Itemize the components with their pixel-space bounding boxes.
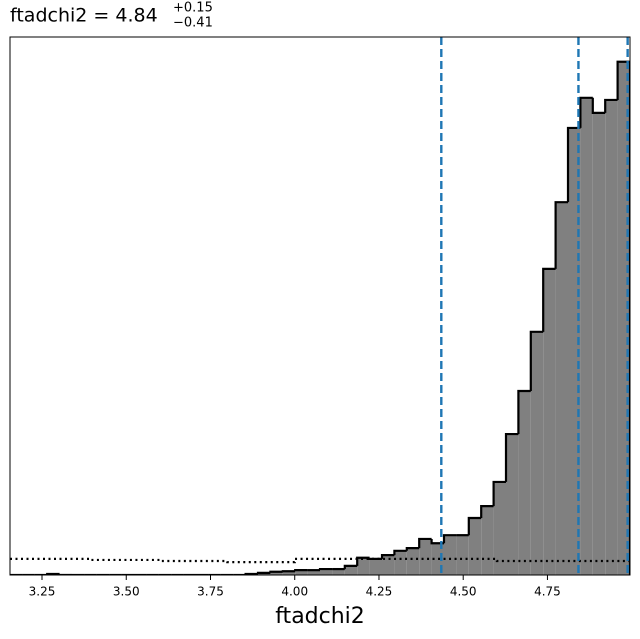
histogram-outline — [294, 569, 308, 572]
histogram-bar — [605, 99, 618, 575]
histogram-bar — [295, 570, 308, 575]
histogram-bar — [419, 538, 432, 575]
histogram-outline — [616, 60, 630, 575]
histogram-bar — [518, 391, 531, 575]
x-tick-label: 3.75 — [197, 585, 224, 599]
histogram-bar — [382, 555, 395, 575]
histogram-outline — [591, 97, 606, 114]
histogram-bar — [344, 565, 358, 575]
histogram-outline — [480, 505, 494, 518]
histogram-bar — [357, 557, 370, 575]
histogram-bar — [543, 268, 556, 575]
histogram-outline — [368, 557, 382, 560]
x-axis-label: ftadchi2 — [275, 604, 365, 629]
histogram-outline — [343, 564, 358, 570]
prior-line — [10, 557, 630, 564]
x-tick-label: 4.25 — [366, 585, 393, 599]
histogram-outline — [504, 432, 519, 482]
histogram-bar — [506, 434, 519, 575]
histogram-bar — [394, 550, 407, 575]
histogram-outline — [269, 570, 283, 573]
histogram-outline — [318, 567, 333, 571]
histogram-bar — [481, 506, 494, 575]
histogram-outline — [281, 570, 296, 573]
histogram-outline — [430, 538, 444, 545]
histogram-outline — [604, 98, 618, 113]
x-tick-label: 4.00 — [281, 585, 308, 599]
histogram-bar — [468, 517, 482, 575]
x-tick-label: 4.50 — [450, 585, 477, 599]
histogram-bar — [270, 571, 283, 575]
title-superscript: +0.15 — [173, 1, 213, 16]
histogram-bar — [320, 569, 333, 575]
histogram-bar — [530, 331, 544, 575]
histogram-bar — [592, 112, 606, 575]
histogram-bar — [369, 558, 382, 575]
x-tick-label: 3.50 — [113, 585, 140, 599]
histogram-outline — [542, 267, 556, 332]
histogram-bar — [555, 202, 568, 575]
plot-area — [10, 37, 630, 575]
histogram-outline — [529, 330, 544, 392]
histogram-outline — [554, 201, 568, 269]
histogram-outline — [442, 534, 457, 544]
axes-frame — [9, 36, 631, 576]
histogram-outline — [467, 516, 482, 536]
histogram-outline — [492, 480, 506, 507]
histogram-outline — [393, 549, 407, 556]
histogram-outline — [405, 547, 420, 551]
histogram-outline — [380, 553, 395, 559]
histogram-bar — [332, 569, 345, 575]
histogram-bar — [493, 481, 506, 575]
title-subscript: −0.41 — [173, 16, 213, 31]
histogram-bar — [282, 571, 296, 575]
histogram-bar — [444, 535, 457, 575]
histogram-outline — [256, 571, 271, 574]
histogram-outline — [579, 96, 593, 128]
histogram-bar — [406, 548, 420, 575]
histogram-outline — [58, 573, 72, 575]
chart-title: ftadchi2 = 4.84 — [10, 5, 158, 27]
histogram-outline — [418, 537, 432, 549]
histogram-bar — [307, 570, 320, 575]
histogram-outline — [566, 126, 581, 203]
histogram-bar — [456, 535, 469, 575]
histogram-bar — [580, 97, 593, 575]
x-tick-label: 3.25 — [29, 585, 56, 599]
x-tick-label: 4.75 — [534, 585, 561, 599]
histogram-outline — [517, 389, 531, 435]
